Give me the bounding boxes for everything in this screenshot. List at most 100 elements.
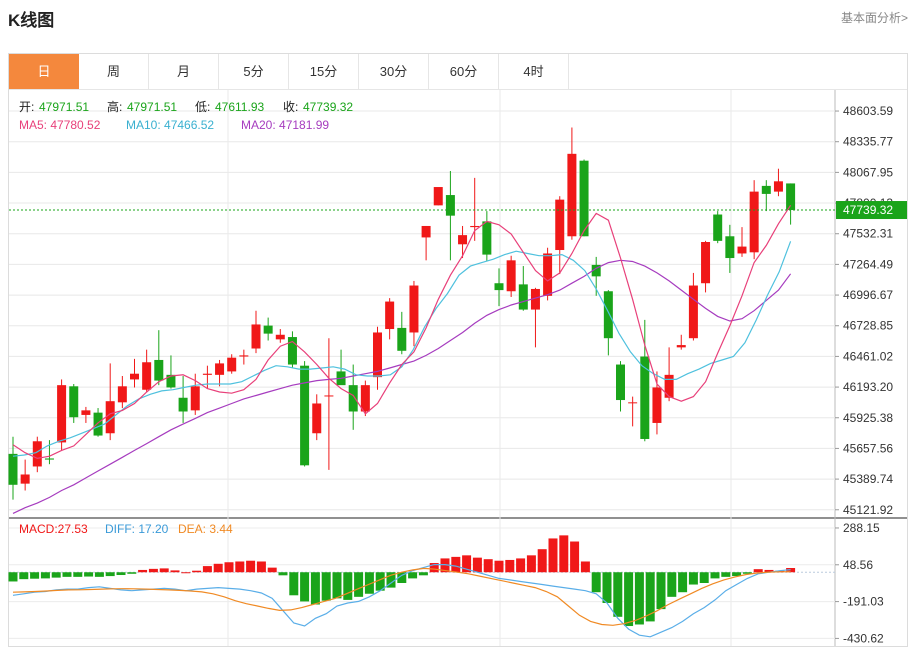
candle-body bbox=[713, 214, 723, 241]
price-tick-label: 45121.92 bbox=[843, 503, 893, 517]
macd-bar bbox=[710, 572, 720, 579]
macd-bar bbox=[246, 560, 256, 573]
candle-body bbox=[32, 441, 42, 467]
candle-body bbox=[737, 246, 747, 254]
macd-bar bbox=[602, 572, 612, 603]
macd-bar bbox=[721, 572, 731, 577]
macd-bar bbox=[343, 572, 353, 600]
candle-body bbox=[555, 199, 565, 251]
candle-body bbox=[543, 253, 553, 296]
macd-tick-label: -430.62 bbox=[843, 631, 884, 645]
candle-body bbox=[421, 225, 431, 238]
tab-4[interactable]: 15分 bbox=[289, 54, 359, 89]
candle-body bbox=[69, 386, 79, 418]
macd-bar bbox=[580, 561, 590, 573]
tab-2[interactable]: 月 bbox=[149, 54, 219, 89]
ma10-legend: MA10: 47466.52 bbox=[126, 118, 214, 132]
macd-bar bbox=[138, 569, 148, 573]
macd-bar bbox=[656, 572, 666, 610]
price-tick-label: 45925.38 bbox=[843, 411, 893, 425]
macd-tick-label: 288.15 bbox=[843, 521, 880, 535]
macd-bar bbox=[764, 569, 774, 573]
candle-body bbox=[227, 357, 237, 372]
high-label: 高: bbox=[107, 99, 122, 114]
candle-body bbox=[579, 160, 589, 237]
macd-bar bbox=[505, 559, 515, 573]
price-tick-label: 47264.49 bbox=[843, 257, 893, 271]
candle-body bbox=[251, 324, 261, 349]
macd-bar bbox=[472, 557, 482, 573]
tab-1[interactable]: 周 bbox=[79, 54, 149, 89]
macd-bar bbox=[753, 569, 763, 573]
dif-line bbox=[12, 563, 791, 638]
candle-body bbox=[786, 183, 796, 211]
candle-body bbox=[494, 283, 504, 291]
macd-bar bbox=[516, 558, 526, 573]
macd-bar bbox=[634, 572, 644, 625]
candle-body bbox=[701, 242, 711, 284]
tab-0[interactable]: 日 bbox=[9, 54, 79, 89]
price-tick-label: 48335.77 bbox=[843, 135, 893, 149]
candle-body bbox=[640, 356, 650, 439]
candle-body bbox=[348, 385, 358, 412]
candle-body bbox=[373, 332, 382, 378]
macd-bar bbox=[300, 572, 310, 602]
macd-bar bbox=[159, 568, 169, 573]
candle-body bbox=[178, 397, 188, 412]
tab-3[interactable]: 5分 bbox=[219, 54, 289, 89]
macd-legend: MACD:27.53 bbox=[19, 522, 88, 536]
macd-bar bbox=[40, 572, 50, 579]
candle-body bbox=[761, 185, 771, 194]
macd-bar bbox=[94, 572, 104, 577]
tab-5[interactable]: 30分 bbox=[359, 54, 429, 89]
candle-body bbox=[676, 345, 686, 348]
macd-bar bbox=[181, 572, 191, 574]
macd-bar bbox=[429, 563, 439, 573]
macd-bar bbox=[19, 572, 29, 580]
candle-body bbox=[166, 374, 176, 388]
candle-body bbox=[616, 364, 625, 401]
candle-body bbox=[202, 373, 212, 375]
page-title: K线图 bbox=[8, 11, 55, 30]
macd-bar bbox=[256, 561, 266, 573]
macd-tick-label: 48.56 bbox=[843, 558, 873, 572]
current-price-tag bbox=[836, 201, 907, 220]
macd-bar bbox=[8, 572, 18, 582]
macd-bar bbox=[310, 572, 320, 605]
macd-tick-label: -191.03 bbox=[843, 595, 884, 609]
macd-bar bbox=[624, 572, 634, 627]
tab-6[interactable]: 60分 bbox=[429, 54, 499, 89]
macd-bar bbox=[202, 566, 212, 573]
candle-body bbox=[409, 285, 419, 333]
candle-body bbox=[93, 412, 103, 436]
macd-bar bbox=[483, 559, 493, 573]
dea-line bbox=[12, 567, 791, 626]
ma5-legend: MA5: 47780.52 bbox=[19, 118, 101, 132]
dea-legend: DEA: 3.44 bbox=[178, 522, 233, 536]
candle-body bbox=[190, 386, 200, 411]
macd-bar bbox=[386, 572, 396, 588]
candle-body bbox=[458, 235, 468, 245]
macd-bar bbox=[613, 572, 623, 617]
current-price-label: 47739.32 bbox=[843, 203, 893, 217]
macd-bar bbox=[51, 572, 61, 578]
tab-7[interactable]: 4时 bbox=[499, 54, 569, 89]
macd-bar bbox=[678, 572, 688, 593]
candle-body bbox=[518, 284, 528, 310]
candle-body bbox=[20, 474, 30, 484]
candle-body bbox=[312, 403, 322, 434]
ma20-legend: MA20: 47181.99 bbox=[241, 118, 329, 132]
fundamental-analysis-link[interactable]: 基本面分析> bbox=[840, 11, 908, 25]
macd-bar bbox=[213, 563, 223, 573]
macd-bar bbox=[462, 555, 472, 573]
candle-body bbox=[263, 325, 273, 334]
low-label: 低: bbox=[195, 100, 210, 114]
macd-bar bbox=[62, 572, 72, 577]
macd-bar bbox=[278, 572, 288, 576]
candle-body bbox=[397, 327, 407, 351]
open-value: 47971.51 bbox=[39, 100, 89, 114]
candle-body bbox=[530, 288, 540, 310]
macd-bar bbox=[73, 572, 83, 577]
candle-body bbox=[725, 236, 735, 259]
macd-bar bbox=[30, 572, 40, 579]
